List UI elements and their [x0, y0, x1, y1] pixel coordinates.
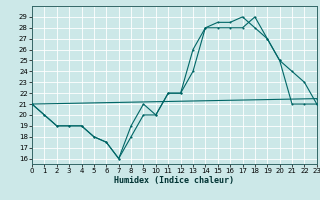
X-axis label: Humidex (Indice chaleur): Humidex (Indice chaleur) [115, 176, 234, 185]
